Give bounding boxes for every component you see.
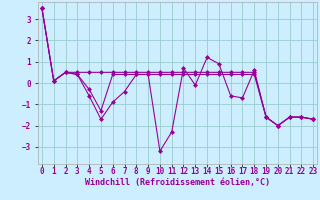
X-axis label: Windchill (Refroidissement éolien,°C): Windchill (Refroidissement éolien,°C) — [85, 178, 270, 187]
